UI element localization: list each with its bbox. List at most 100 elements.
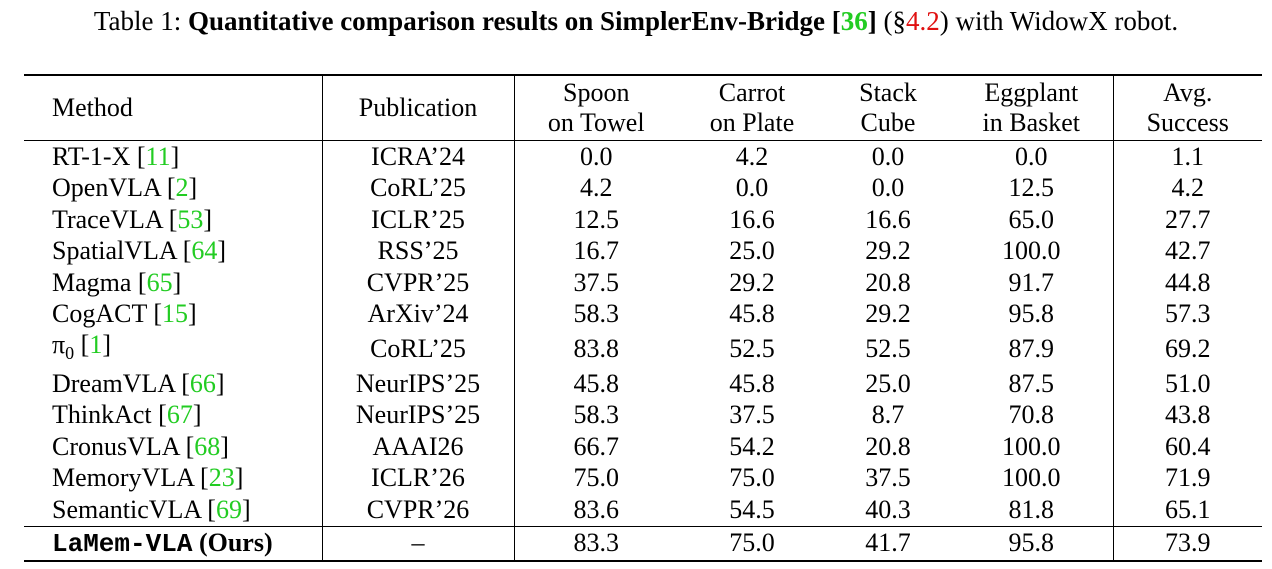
citation-link[interactable]: 66 xyxy=(189,368,216,398)
method-name: CogACT xyxy=(52,299,147,329)
citation-link[interactable]: 15 xyxy=(162,299,189,329)
eggplant-in-basket-cell: 100.0 xyxy=(950,431,1114,463)
caption-section-link[interactable]: 4.2 xyxy=(905,6,940,36)
method-name: SpatialVLA xyxy=(52,236,177,266)
header-avg-success: Avg. Success xyxy=(1113,74,1262,141)
header-method: Method xyxy=(24,74,323,141)
citation-link[interactable]: 67 xyxy=(166,400,193,430)
citation-link[interactable]: 23 xyxy=(208,463,235,493)
method-name: OpenVLA xyxy=(52,173,161,203)
avg-success-cell: 57.3 xyxy=(1165,299,1211,329)
stack-cube-cell: 8.7 xyxy=(871,400,905,430)
header-spoon-on-towel: Spoon on Towel xyxy=(514,74,678,141)
avg-success-cell: 69.2 xyxy=(1165,334,1211,364)
publication-cell: ICRA’24 xyxy=(322,140,515,173)
spoon-on-towel-cell: 83.6 xyxy=(573,494,620,524)
stack-cube-cell: 52.5 xyxy=(865,334,911,364)
method-name: π xyxy=(52,330,66,359)
spoon-on-towel-cell: 0.0 xyxy=(514,140,678,173)
spoon-on-towel-cell: 66.7 xyxy=(573,431,620,461)
carrot-on-plate-cell: 29.2 xyxy=(729,267,775,297)
avg-success-cell: 44.8 xyxy=(1165,267,1211,297)
table-body: RT-1-X [11] ICRA’24 0.0 4.2 0.0 0.0 1.1 OpenVLA… xyxy=(24,140,1262,562)
carrot-on-plate-cell: 45.8 xyxy=(729,299,775,329)
eggplant-in-basket-cell: 65.0 xyxy=(950,204,1114,236)
stack-cube-cell: 0.0 xyxy=(871,173,905,203)
table-row: SpatialVLA [64] RSS’25 16.7 25.0 29.2 100.0 42… xyxy=(24,235,1262,267)
publication-cell: NeurIPS’25 xyxy=(322,368,515,400)
stack-cube-cell: 40.3 xyxy=(865,494,911,524)
eggplant-in-basket-cell: 91.7 xyxy=(950,267,1114,299)
eggplant-in-basket-cell: 87.9 xyxy=(950,330,1114,369)
spoon-on-towel-cell: 4.2 xyxy=(580,173,613,203)
method-cell: RT-1-X [11] xyxy=(24,140,323,173)
citation-link[interactable]: 1 xyxy=(89,330,103,359)
stack-cube-cell: 41.7 xyxy=(826,525,950,562)
avg-success-cell: 51.0 xyxy=(1165,368,1211,398)
header-carrot-on-plate: Carrot on Plate xyxy=(678,74,826,141)
table-row: CogACT [15] ArXiv’24 58.3 45.8 29.2 95.8 57.3 xyxy=(24,298,1262,330)
table-row: RT-1-X [11] ICRA’24 0.0 4.2 0.0 0.0 1.1 xyxy=(24,140,1262,173)
stack-cube-cell: 0.0 xyxy=(826,140,950,173)
avg-success-cell: 65.1 xyxy=(1165,494,1211,524)
publication-cell: CVPR’25 xyxy=(322,267,515,299)
citation-link[interactable]: 11 xyxy=(145,141,171,171)
publication-cell: CVPR’26 xyxy=(322,494,515,527)
results-table: Method Publication Spoon on Towel Carrot o… xyxy=(24,74,1262,562)
carrot-on-plate-cell: 75.0 xyxy=(678,525,826,562)
header-publication: Publication xyxy=(322,74,515,141)
method-name: TraceVLA xyxy=(52,204,163,234)
publication-cell: ICLR’25 xyxy=(322,204,515,236)
method-name: DreamVLA xyxy=(52,368,175,398)
method-cell: CronusVLA [68] xyxy=(24,431,323,463)
carrot-on-plate-cell: 45.8 xyxy=(729,368,775,398)
citation-link[interactable]: 64 xyxy=(191,236,218,266)
eggplant-in-basket-cell: 100.0 xyxy=(950,462,1114,495)
method-cell: SpatialVLA [64] xyxy=(24,235,323,267)
method-name: ThinkAct xyxy=(52,400,152,430)
table-row: π0 [1] CoRL’25 83.8 52.5 52.5 87.9 69.2 xyxy=(24,330,1262,369)
avg-success-cell: 71.9 xyxy=(1165,463,1211,493)
caption-section-close: ) with WidowX robot. xyxy=(939,6,1179,36)
table-row: DreamVLA [66] NeurIPS’25 45.8 45.8 25.0 87.5 5… xyxy=(24,368,1262,400)
carrot-on-plate-cell: 25.0 xyxy=(729,236,775,266)
stack-cube-cell: 29.2 xyxy=(865,236,911,266)
header-eggplant-in-basket: Eggplant in Basket xyxy=(950,74,1114,141)
spoon-on-towel-cell: 58.3 xyxy=(573,299,620,329)
caption-bracket: ] xyxy=(867,6,877,36)
method-name: CronusVLA xyxy=(52,431,180,461)
carrot-on-plate-cell: 37.5 xyxy=(729,400,775,430)
carrot-on-plate-cell: 52.5 xyxy=(729,334,775,364)
citation-link[interactable]: 69 xyxy=(215,494,242,524)
caption-section-open: (§ xyxy=(876,6,906,36)
avg-success-cell: 27.7 xyxy=(1165,204,1211,234)
header-stack-cube: Stack Cube xyxy=(826,74,950,141)
method-name: SemanticVLA xyxy=(52,494,201,524)
table-row-ours: LaMem-VLA (Ours) –83.3 75.0 41.7 95.8 73.9 xyxy=(24,525,1262,562)
avg-success-cell: 73.9 xyxy=(1113,525,1262,562)
caption-prefix: Table 1: xyxy=(93,6,188,36)
citation-link[interactable]: 65 xyxy=(146,267,173,297)
publication-cell: CoRL’25 xyxy=(322,330,515,369)
method-cell: Magma [65] xyxy=(24,267,323,299)
carrot-on-plate-cell: 75.0 xyxy=(729,463,775,493)
caption-citation-link[interactable]: 36 xyxy=(840,6,868,36)
publication-cell: ArXiv’24 xyxy=(322,298,515,330)
carrot-on-plate-cell: 54.5 xyxy=(729,494,775,524)
citation-link[interactable]: 68 xyxy=(194,431,221,461)
method-name: Magma xyxy=(52,267,132,297)
eggplant-in-basket-cell: 0.0 xyxy=(950,140,1114,173)
citation-link[interactable]: 53 xyxy=(177,204,204,234)
method-cell: TraceVLA [53] xyxy=(24,204,323,236)
method-name-ours: LaMem-VLA xyxy=(52,528,193,559)
citation-link[interactable]: 2 xyxy=(175,173,189,203)
eggplant-in-basket-cell: 87.5 xyxy=(950,368,1114,400)
stack-cube-cell: 20.8 xyxy=(865,431,911,461)
avg-success-cell: 4.2 xyxy=(1171,173,1205,203)
method-cell: SemanticVLA [69] xyxy=(24,494,323,527)
method-cell: OpenVLA [2] xyxy=(24,172,323,204)
table-row: MemoryVLA [23] ICLR’26 75.0 75.0 37.5 100.0 71… xyxy=(24,462,1262,495)
stack-cube-cell: 29.2 xyxy=(865,299,911,329)
method-cell: DreamVLA [66] xyxy=(24,368,323,400)
avg-success-cell: 43.8 xyxy=(1165,400,1211,430)
